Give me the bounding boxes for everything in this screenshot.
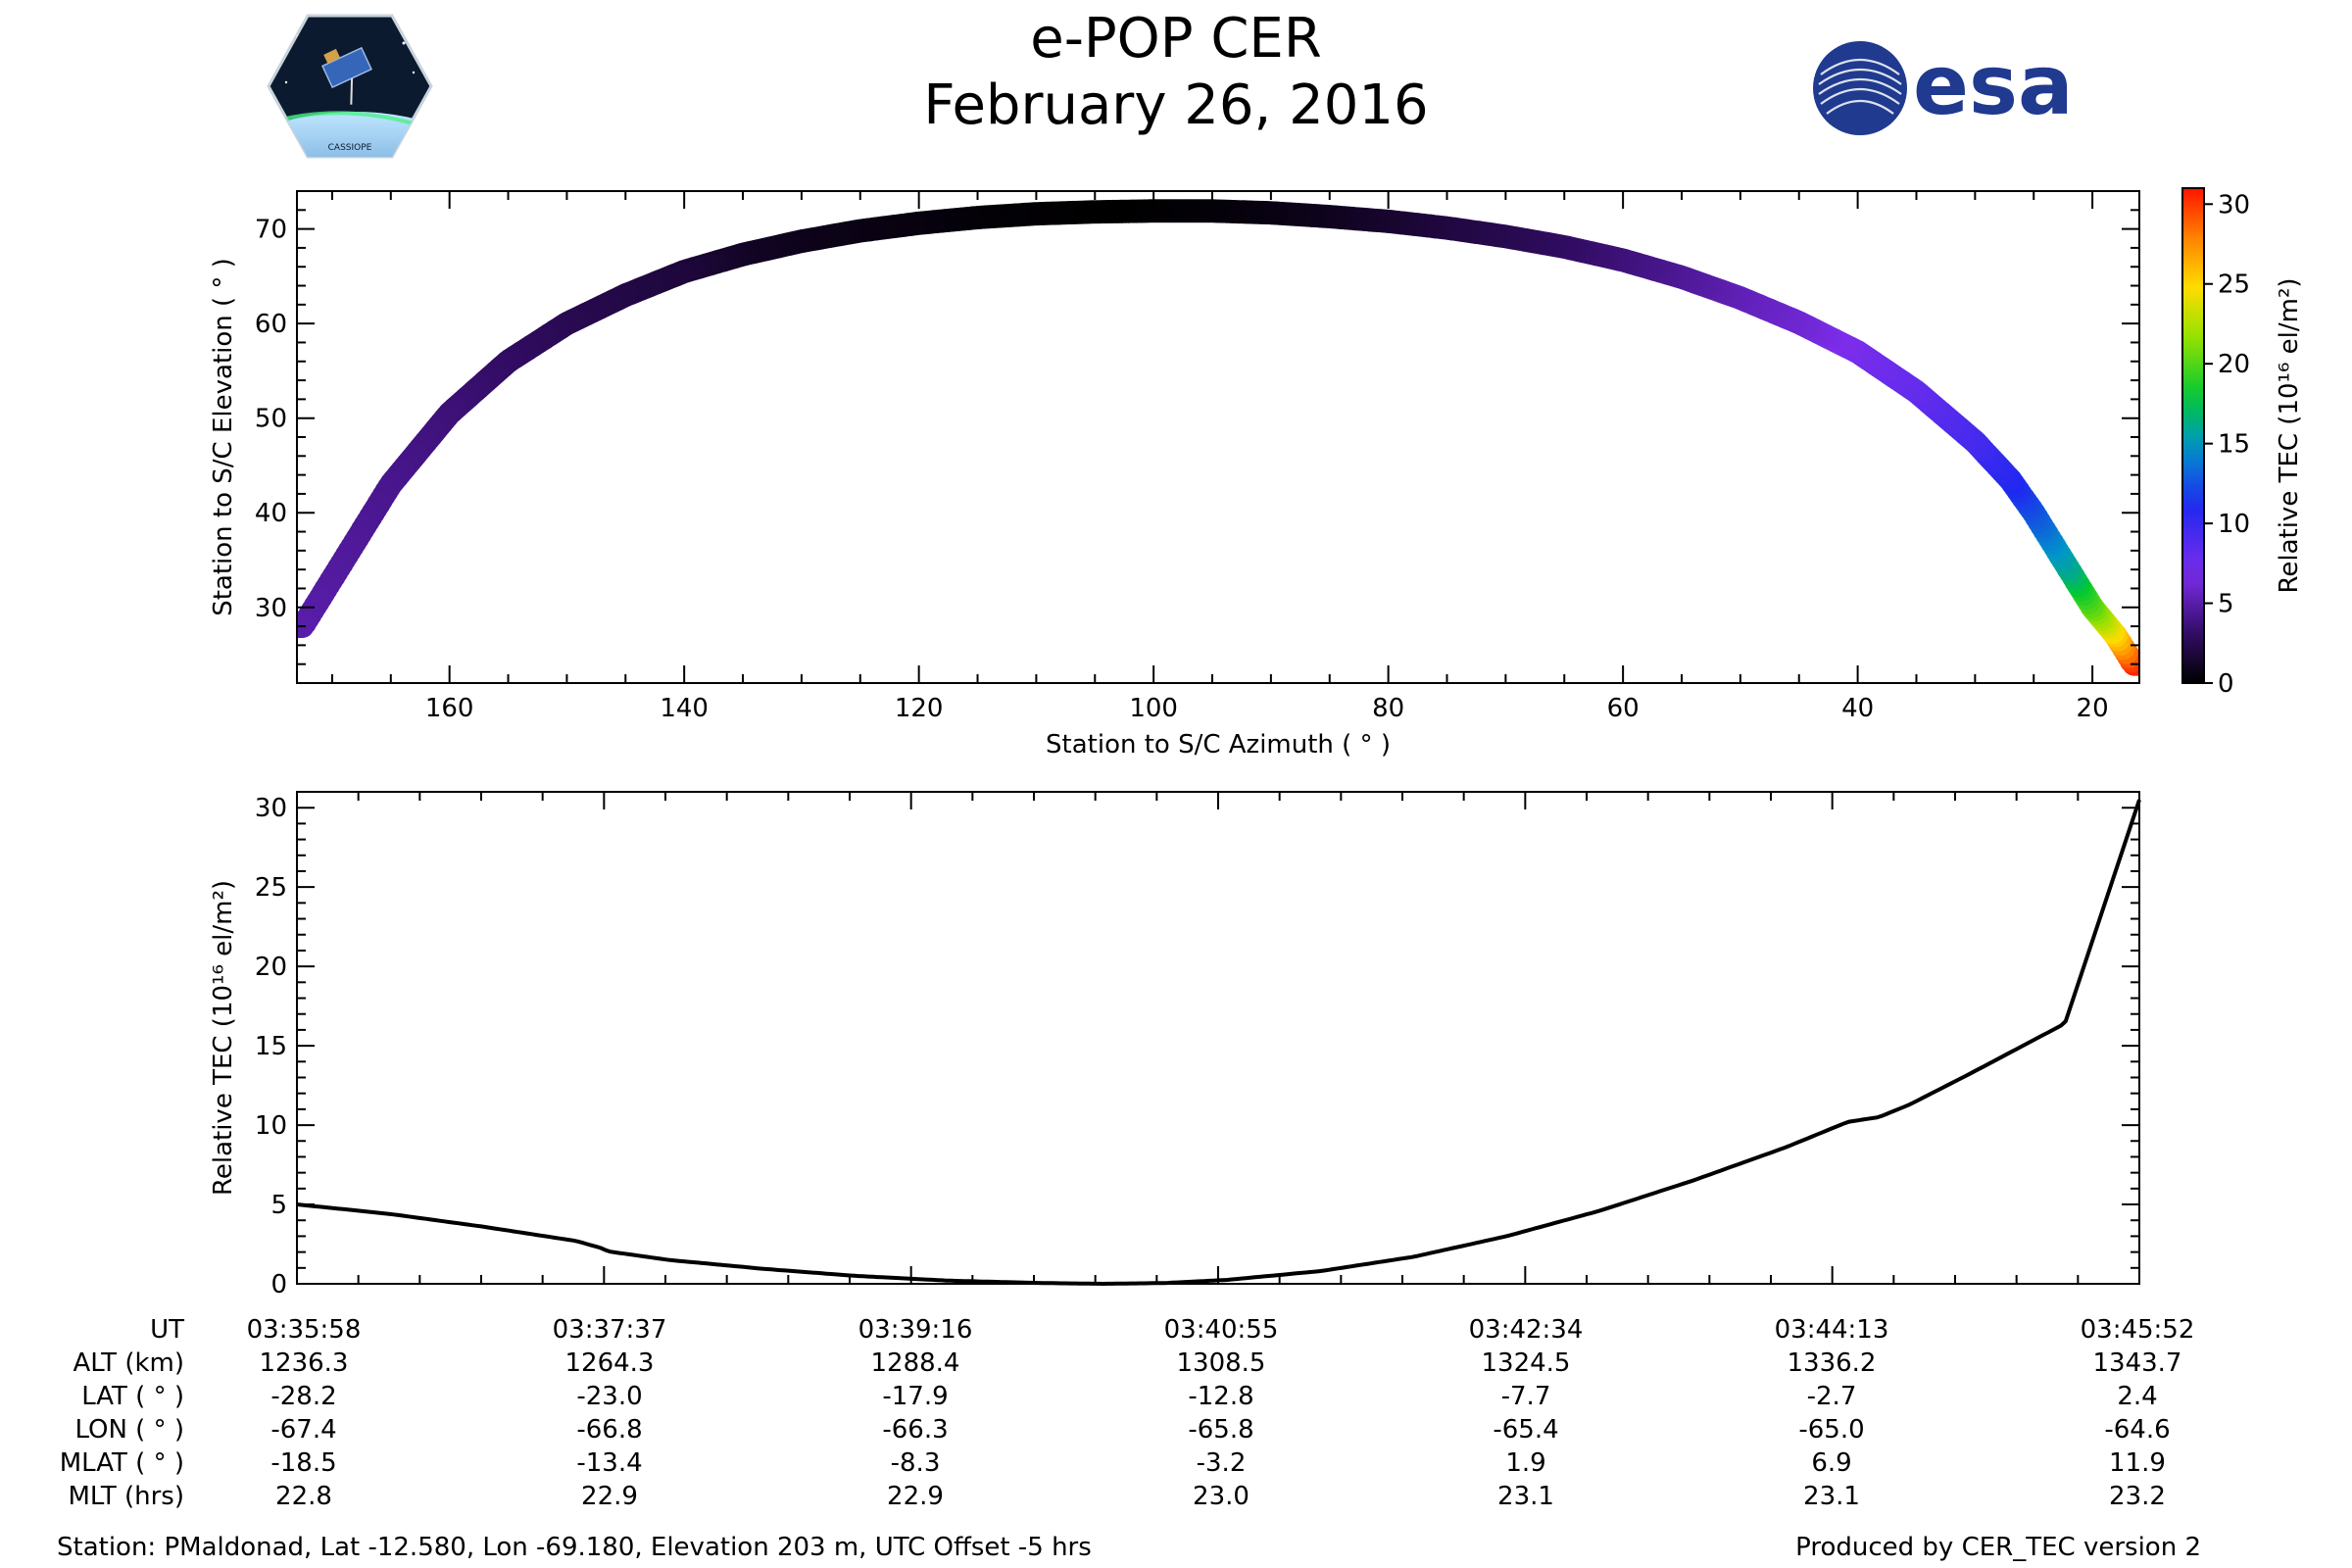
y-axis-label: Relative TEC (10¹⁶ el/m²) bbox=[209, 880, 238, 1196]
colorbar-tick-label: 5 bbox=[2218, 590, 2234, 619]
table-cell: 1236.3 bbox=[259, 1348, 349, 1378]
y-tick-label: 10 bbox=[255, 1111, 287, 1141]
table-cell: -64.6 bbox=[2104, 1415, 2171, 1445]
table-cell: -3.2 bbox=[1196, 1448, 1247, 1478]
x-tick-label: 160 bbox=[425, 694, 474, 723]
table-cell: -65.0 bbox=[1798, 1415, 1865, 1445]
table-cell: -66.3 bbox=[882, 1415, 949, 1445]
cassiope-logo: CASSIOPE bbox=[267, 14, 433, 159]
station-info: Station: PMaldonad, Lat -12.580, Lon -69… bbox=[57, 1533, 1092, 1562]
table-cell: 23.1 bbox=[1497, 1482, 1554, 1511]
table-cell: -66.8 bbox=[576, 1415, 643, 1445]
table-label-alt: ALT (km) bbox=[73, 1348, 184, 1378]
x-tick-label: 120 bbox=[895, 694, 944, 723]
table-cell: 23.1 bbox=[1803, 1482, 1860, 1511]
y-tick-label: 15 bbox=[255, 1032, 287, 1061]
table-cell: -7.7 bbox=[1500, 1382, 1551, 1411]
x-axis-label: Station to S/C Azimuth ( ° ) bbox=[1046, 730, 1391, 760]
table-cell: 03:44:13 bbox=[1774, 1315, 1889, 1345]
table-label-ut: UT bbox=[150, 1315, 184, 1345]
producer-info: Produced by CER_TEC version 2 bbox=[1795, 1533, 2201, 1562]
table-cell: -28.2 bbox=[270, 1382, 337, 1411]
table-cell: 23.0 bbox=[1193, 1482, 1250, 1511]
table-cell: 1336.2 bbox=[1787, 1348, 1877, 1378]
y-tick-label: 70 bbox=[255, 216, 287, 245]
table-cell: 11.9 bbox=[2109, 1448, 2166, 1478]
cassiope-logo-text: CASSIOPE bbox=[328, 143, 372, 153]
table-cell: -2.7 bbox=[1806, 1382, 1857, 1411]
table-cell: 03:42:34 bbox=[1468, 1315, 1584, 1345]
table-cell: -65.4 bbox=[1493, 1415, 1559, 1445]
table-cell: -23.0 bbox=[576, 1382, 643, 1411]
table-cell: -12.8 bbox=[1188, 1382, 1254, 1411]
table-cell: -13.4 bbox=[576, 1448, 643, 1478]
colorbar-tick-label: 10 bbox=[2218, 510, 2250, 539]
tec-series-line bbox=[296, 799, 2141, 1287]
colorbar-tick-label: 30 bbox=[2218, 190, 2250, 220]
table-cell: 1343.7 bbox=[2092, 1348, 2182, 1378]
y-tick-label: 0 bbox=[270, 1270, 287, 1299]
y-tick-label: 60 bbox=[255, 310, 287, 339]
y-tick-label: 25 bbox=[255, 873, 287, 903]
table-cell: 03:35:58 bbox=[246, 1315, 362, 1345]
x-tick-label: 60 bbox=[1607, 694, 1640, 723]
plot-frame bbox=[296, 791, 2140, 1285]
table-label-lon: LON ( ° ) bbox=[74, 1415, 184, 1445]
y-tick-label: 40 bbox=[255, 499, 287, 528]
table-cell: -65.8 bbox=[1188, 1415, 1254, 1445]
table-cell: 22.8 bbox=[275, 1482, 332, 1511]
colorbar-tick-label: 20 bbox=[2218, 350, 2250, 379]
colorbar-tick-label: 0 bbox=[2218, 669, 2234, 699]
table-cell: 2.4 bbox=[2117, 1382, 2158, 1411]
esa-logo: esa bbox=[1813, 37, 2074, 135]
table-cell: 22.9 bbox=[887, 1482, 944, 1511]
y-tick-label: 5 bbox=[270, 1191, 287, 1220]
table-cell: 1264.3 bbox=[564, 1348, 655, 1378]
trajectory-points bbox=[297, 199, 2139, 676]
table-cell: 1308.5 bbox=[1176, 1348, 1266, 1378]
y-axis-label: Station to S/C Elevation ( ° ) bbox=[209, 258, 238, 616]
table-cell: -17.9 bbox=[882, 1382, 949, 1411]
x-tick-label: 40 bbox=[1841, 694, 1874, 723]
x-tick-label: 100 bbox=[1129, 694, 1178, 723]
y-tick-label: 50 bbox=[255, 405, 287, 434]
table-label-mlt: MLT (hrs) bbox=[68, 1482, 185, 1511]
y-tick-label: 30 bbox=[255, 794, 287, 823]
table-label-mlat: MLAT ( ° ) bbox=[59, 1448, 184, 1478]
tec-time-plot: 0 5 10 15 20 25 30 Relative TEC (10¹⁶ el/m²) bbox=[209, 791, 2141, 1299]
table-cell: 6.9 bbox=[1811, 1448, 1852, 1478]
colorbar-tick-label: 15 bbox=[2218, 430, 2250, 460]
table-cell: 22.9 bbox=[581, 1482, 638, 1511]
table-cell: 03:45:52 bbox=[2080, 1315, 2195, 1345]
table-cell: 03:40:55 bbox=[1163, 1315, 1279, 1345]
esa-logo-text: esa bbox=[1913, 37, 2074, 133]
table-cell: -67.4 bbox=[270, 1415, 337, 1445]
colorbar bbox=[2181, 187, 2205, 684]
colorbar-label: Relative TEC (10¹⁶ el/m²) bbox=[2275, 277, 2304, 593]
x-tick-label: 80 bbox=[1372, 694, 1404, 723]
table-cell: 03:37:37 bbox=[552, 1315, 667, 1345]
table-cell: 03:39:16 bbox=[858, 1315, 973, 1345]
table-cell: 23.2 bbox=[2109, 1482, 2166, 1511]
table-cell: -18.5 bbox=[270, 1448, 337, 1478]
y-tick-label: 20 bbox=[255, 953, 287, 982]
table-cell: 1.9 bbox=[1505, 1448, 1546, 1478]
table-cell: -8.3 bbox=[890, 1448, 941, 1478]
x-tick-label: 20 bbox=[2077, 694, 2109, 723]
chart-subtitle: February 26, 2016 bbox=[923, 74, 1429, 137]
y-tick-label: 30 bbox=[255, 594, 287, 623]
chart-title: e-POP CER bbox=[1030, 7, 1322, 71]
table-cell: 1324.5 bbox=[1481, 1348, 1571, 1378]
table-label-lat: LAT ( ° ) bbox=[81, 1382, 184, 1411]
table-cell: 1288.4 bbox=[870, 1348, 960, 1378]
colorbar-tick-label: 25 bbox=[2218, 270, 2250, 300]
x-tick-label: 140 bbox=[660, 694, 709, 723]
